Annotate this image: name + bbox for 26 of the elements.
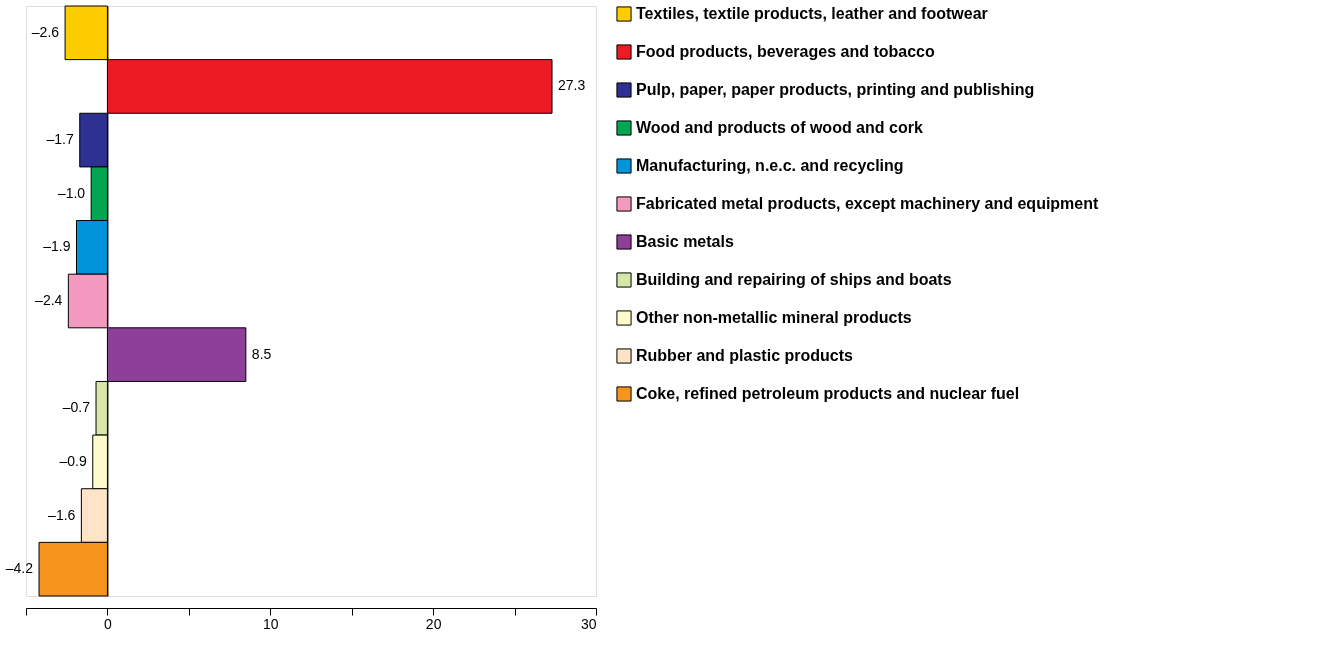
- data-label: –1.0: [57, 184, 86, 201]
- legend-label: Basic metals: [636, 233, 734, 250]
- legend-label: Rubber and plastic products: [636, 347, 854, 364]
- data-label: –4.2: [5, 560, 34, 577]
- legend-label: Coke, refined petroleum products and nuclear fuel: [636, 385, 1020, 402]
- legend-label: Manufacturing, n.e.c. and recycling: [636, 157, 904, 174]
- data-label: –2.4: [35, 292, 63, 308]
- data-label: –2.6: [31, 23, 60, 40]
- data-label: –1.6: [48, 506, 76, 523]
- legend-label: Textiles, textile products, leather and footwear: [636, 5, 988, 22]
- data-label: –0.7: [62, 399, 91, 416]
- legend-label: Other non-metallic mineral products: [636, 309, 912, 326]
- data-label: –0.9: [59, 452, 87, 469]
- legend-label: Wood and products of wood and cork: [636, 119, 923, 136]
- data-label: –1.9: [43, 238, 71, 255]
- data-label: –1.7: [46, 131, 74, 148]
- x-tick-label: 30: [580, 615, 597, 632]
- legend-label: Building and repairing of ships and boats: [636, 271, 952, 288]
- x-tick-label: 10: [263, 615, 279, 632]
- legend-label: Food products, beverages and tobacco: [636, 43, 935, 60]
- legend-label: Pulp, paper, paper products, printing and publishing: [636, 81, 1035, 98]
- x-tick-label: 0: [104, 615, 113, 632]
- data-label: 27.3: [558, 77, 586, 94]
- data-label: 8.5: [251, 345, 272, 362]
- x-tick-label: 20: [425, 615, 442, 632]
- legend-label: Fabricated metal products, except machinery and equipment: [636, 195, 1100, 212]
